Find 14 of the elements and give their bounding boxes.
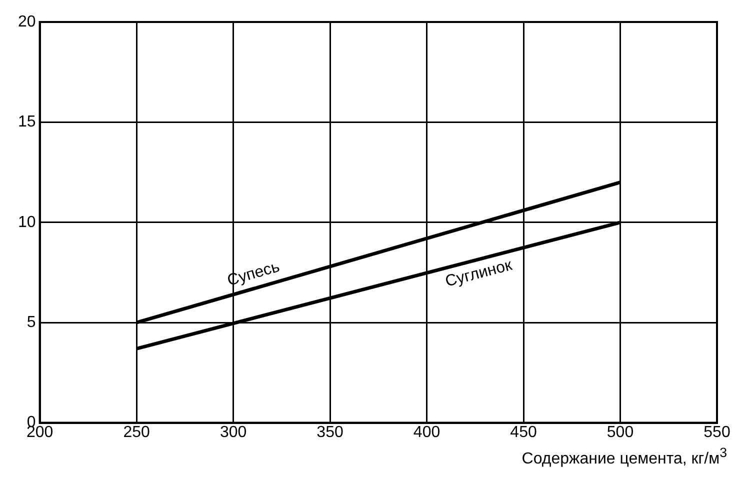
text: Супесь bbox=[226, 258, 282, 290]
y-tick-label: 5 bbox=[26, 314, 36, 332]
x-tick-label: 350 bbox=[316, 424, 344, 441]
x-tick-label: 500 bbox=[606, 424, 634, 441]
x-axis-title: Содержание цемента, кг/м$^{3}$ bbox=[520, 444, 728, 470]
x-tick-label: 550 bbox=[704, 424, 730, 441]
y-tick-label: 15 bbox=[18, 114, 36, 131]
x-tick-label: 250 bbox=[123, 424, 150, 441]
x-tick-label: 400 bbox=[413, 424, 440, 441]
x-tick-label: 450 bbox=[510, 424, 537, 441]
y-tick-label: 10 bbox=[18, 214, 36, 231]
y-tick-label: 20 bbox=[18, 13, 36, 30]
text: Суглинок bbox=[444, 256, 515, 291]
x-tick-label: 300 bbox=[220, 424, 247, 441]
